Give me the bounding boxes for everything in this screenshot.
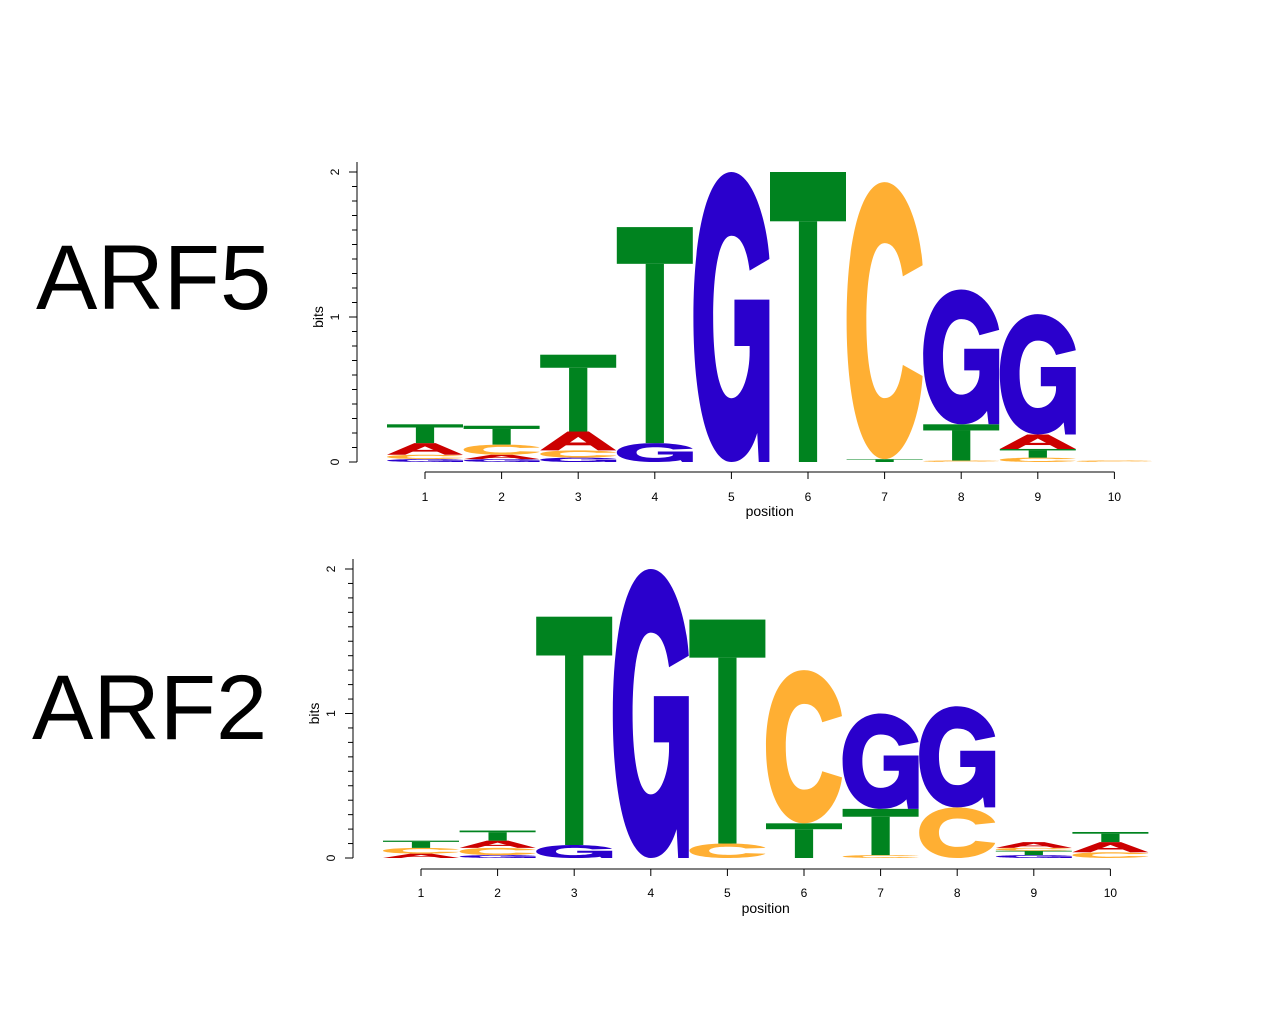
x-tick-label: 6 [805,490,812,504]
x-tick-label: 9 [1030,886,1037,900]
logo-letter-T [387,424,463,444]
logo-letter-G [919,706,996,808]
x-tick-label: 8 [958,490,965,504]
x-tick-label: 4 [651,490,658,504]
x-tick-label: 7 [877,886,884,900]
x-tick-label: 10 [1104,886,1118,900]
logo-letter-C [919,807,996,858]
logo-letter-T [689,619,766,844]
logo-letter-T [383,840,459,848]
logo-letter-C [995,847,1072,851]
y-tick-label: 0 [328,458,342,465]
y-axis-label: bits [310,306,326,328]
logo-letter-C [923,460,1000,462]
y-axis-label: bits [306,703,322,725]
x-tick-label: 8 [954,886,961,900]
logo-letter-G [999,314,1076,435]
logo-letter-G [459,855,536,858]
logo-letter-T [923,424,1000,461]
logo-letter-G [612,569,689,858]
logo-letter-C [383,847,459,854]
logo-letter-G [463,459,540,462]
logo-letter-C [999,457,1076,462]
logo-letter-A [999,434,1076,449]
y-tick-label: 0 [324,854,338,861]
panel-label-arf5: ARF5 [36,227,272,329]
logo-letter-C [1072,852,1149,858]
logo-letter-A [459,840,536,848]
x-tick-label: 10 [1108,490,1122,504]
x-axis-label: position [742,900,790,916]
logo-letter-T [1072,831,1149,843]
x-tick-label: 2 [498,490,505,504]
x-tick-label: 1 [422,490,429,504]
logo-letter-G [995,855,1072,858]
x-tick-label: 5 [728,490,735,504]
logo-letter-A [995,842,1072,848]
logo-letter-T [770,172,846,462]
logo-letter-T [842,808,919,856]
logo-letter-A [540,431,617,451]
logo-letter-A [463,454,540,460]
panel-label-arf2: ARF2 [32,657,268,759]
logo-letter-C [387,454,463,460]
logo-letter-G [536,844,613,858]
logo-letter-T [536,616,613,845]
x-tick-label: 9 [1034,490,1041,504]
x-tick-label: 7 [881,490,888,504]
logo-letter-G [842,713,919,809]
logo-letter-T [846,459,923,462]
y-tick-label: 1 [324,710,338,717]
y-tick-label: 2 [324,565,338,572]
x-tick-label: 5 [724,886,731,900]
x-axis-label: position [746,503,794,519]
logo-letter-C [459,847,536,856]
logo-letter-T [540,354,617,432]
x-tick-label: 1 [418,886,425,900]
logo-letter-C [846,182,923,460]
logo-letter-T [459,830,536,841]
logo-letter-G [540,457,617,462]
x-tick-label: 2 [494,886,501,900]
x-tick-label: 3 [575,490,582,504]
logo-letter-G [923,289,1000,425]
logo-letter-G [387,459,463,462]
logo-letter-C [540,450,617,458]
logo-letter-T [766,823,842,858]
logo-letter-A [383,853,459,858]
logo-letter-C [463,444,540,455]
y-tick-label: 1 [328,313,342,320]
x-tick-label: 4 [647,886,654,900]
logo-letter-G [693,172,770,462]
logo-letter-G [616,443,693,462]
logo-letter-C [689,843,766,858]
logo-letter-C [1076,460,1153,462]
logo-letter-C [842,855,919,858]
logo-letter-A [387,443,463,455]
logo-letter-C [766,670,842,824]
logo-letter-T [995,850,1072,856]
y-tick-label: 2 [328,168,342,175]
x-tick-label: 6 [801,886,808,900]
logo-letter-A [1072,842,1149,853]
logo-letter-T [999,448,1076,458]
x-tick-label: 3 [571,886,578,900]
logo-letter-T [463,425,540,445]
logo-letter-T [616,227,693,444]
